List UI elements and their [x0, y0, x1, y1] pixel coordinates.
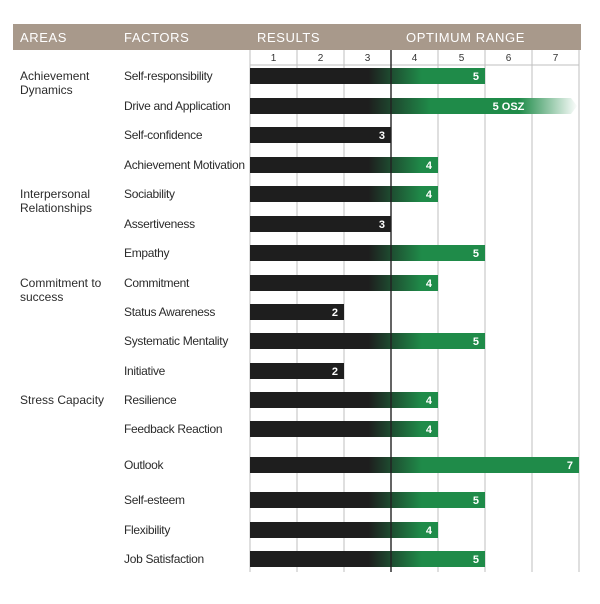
- bar-value-label: 2: [332, 307, 338, 319]
- factor-label: Flexibility: [124, 523, 170, 537]
- bar: [250, 304, 344, 320]
- area-label: Achievement Dynamics: [20, 69, 90, 97]
- header-band: [13, 24, 581, 50]
- factor-label: Assertiveness: [124, 217, 195, 231]
- bar: [250, 421, 438, 437]
- header-areas: AREAS: [20, 30, 67, 45]
- bar-value-label: 4: [426, 424, 433, 436]
- bar: [250, 216, 391, 232]
- bar-value-label: 5: [473, 554, 479, 566]
- bar-value-label: 5 OSZ: [493, 101, 525, 113]
- bar-value-label: 4: [426, 189, 433, 201]
- area-label: Stress Capacity: [20, 393, 104, 407]
- factor-label: Job Satisfaction: [124, 552, 204, 566]
- bar-value-label: 3: [379, 130, 385, 142]
- factor-label: Empathy: [124, 246, 170, 260]
- bar-value-label: 4: [426, 395, 433, 407]
- factor-label: Self-confidence: [124, 128, 203, 142]
- header-factors: FACTORS: [124, 30, 189, 45]
- bar: [250, 457, 579, 473]
- factor-label: Achievement Motivation: [124, 158, 245, 172]
- bar-value-label: 4: [426, 160, 433, 172]
- bar-value-label: 5: [473, 248, 479, 260]
- bar: [250, 98, 577, 114]
- header-results: RESULTS: [257, 30, 320, 45]
- factor-label: Initiative: [124, 364, 166, 378]
- bar-value-label: 5: [473, 495, 479, 507]
- tick-label: 4: [412, 53, 418, 64]
- bar: [250, 245, 485, 261]
- bar-value-label: 7: [567, 460, 573, 472]
- tick-label: 6: [506, 53, 512, 64]
- bar: [250, 551, 485, 567]
- factor-label: Drive and Application: [124, 99, 230, 113]
- bar: [250, 363, 344, 379]
- bar: [250, 68, 485, 84]
- tick-label: 2: [318, 53, 324, 64]
- bar: [250, 492, 485, 508]
- factor-label: Resilience: [124, 393, 177, 407]
- factor-label: Outlook: [124, 458, 165, 472]
- tick-label: 5: [459, 53, 465, 64]
- tick-label: 3: [365, 53, 371, 64]
- factor-label: Self-esteem: [124, 493, 185, 507]
- bar-value-label: 5: [473, 336, 479, 348]
- header-optimum-range: OPTIMUM RANGE: [406, 30, 525, 45]
- factor-label: Feedback Reaction: [124, 422, 222, 436]
- bar-value-label: 4: [426, 525, 433, 537]
- bar: [250, 333, 485, 349]
- chart-rows: Achievement Dynamics Self-responsibility 5 D…: [20, 68, 579, 567]
- factor-label: Self-responsibility: [124, 69, 213, 83]
- factor-label: Status Awareness: [124, 305, 215, 319]
- bar: [250, 127, 391, 143]
- bar: [250, 522, 438, 538]
- factor-label: Commitment: [124, 276, 190, 290]
- factor-label: Systematic Mentality: [124, 334, 228, 348]
- area-label: Interpersonal Relationships: [20, 187, 92, 215]
- bar: [250, 157, 438, 173]
- bar-value-label: 5: [473, 71, 479, 83]
- bar-value-label: 4: [426, 278, 433, 290]
- factor-label: Sociability: [124, 187, 175, 201]
- tick-label: 7: [553, 53, 559, 64]
- bar-value-label: 3: [379, 219, 385, 231]
- tick-labels: 1 2 3 4 5 6 7: [271, 53, 559, 64]
- bar-value-label: 2: [332, 366, 338, 378]
- tick-label: 1: [271, 53, 277, 64]
- bar: [250, 392, 438, 408]
- bar: [250, 275, 438, 291]
- bar: [250, 186, 438, 202]
- area-label: Commitment to success: [20, 276, 102, 304]
